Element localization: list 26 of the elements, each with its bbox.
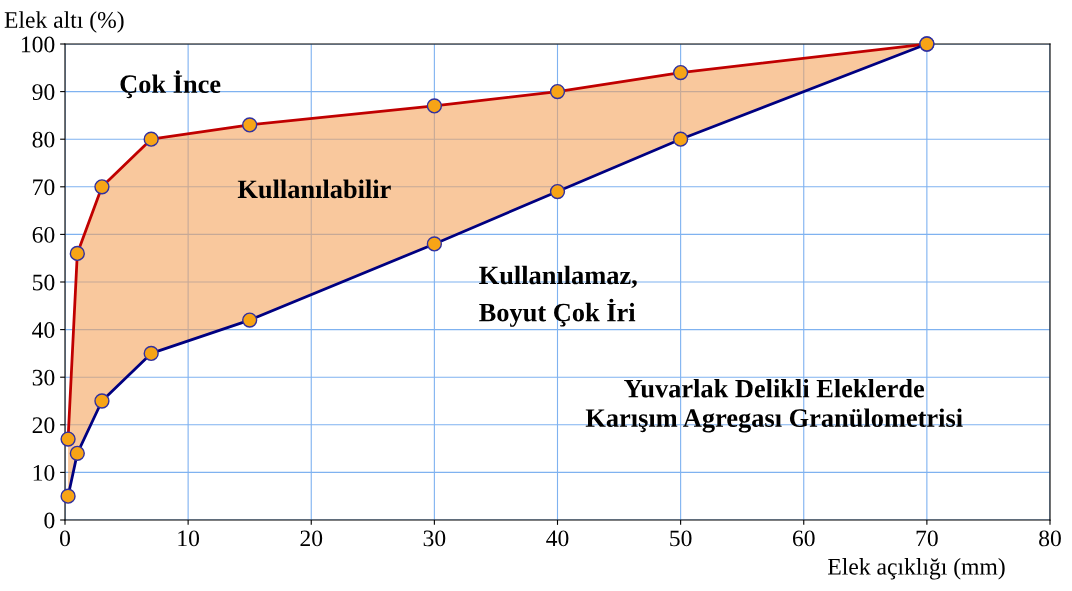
x-tick-label: 0	[60, 530, 70, 547]
y-tick-label: 100	[21, 36, 55, 53]
x-tick-label: 20	[300, 530, 323, 547]
y-tick-label: 70	[33, 179, 55, 196]
y-tick-label: 20	[32, 417, 55, 434]
annotation: Kullanılamaz, Boyut Çok İri	[479, 265, 637, 327]
x-tick-label: 50	[670, 530, 692, 547]
y-axis-title: Elek altı (%)	[4, 11, 124, 33]
y-tick-label: 10	[33, 464, 55, 481]
x-tick-label: 80	[1039, 530, 1061, 547]
text: Yuvarlak Delikli Eleklerde Karışım Agregası Granülometrisi	[585, 378, 963, 433]
y-tick-label: 50	[33, 274, 55, 291]
y-tick-label: 60	[32, 226, 55, 243]
y-tick-label: 30	[32, 369, 55, 386]
x-tick-label: 10	[178, 530, 200, 547]
annotation: Kullanılabilir	[237, 179, 391, 199]
x-axis-title: Elek açıklığı (mm)	[828, 558, 1005, 580]
annotation: Çok İnce	[120, 70, 221, 99]
x-tick-label: 30	[423, 530, 446, 547]
x-tick-label: 70	[916, 530, 938, 547]
x-tick-label: 60	[792, 530, 815, 547]
y-tick-label: 0	[44, 512, 55, 529]
y-tick-label: 40	[32, 322, 55, 339]
y-tick-label: 90	[32, 84, 55, 101]
x-tick-label: 40	[546, 530, 569, 547]
y-tick-label: 80	[32, 131, 55, 148]
